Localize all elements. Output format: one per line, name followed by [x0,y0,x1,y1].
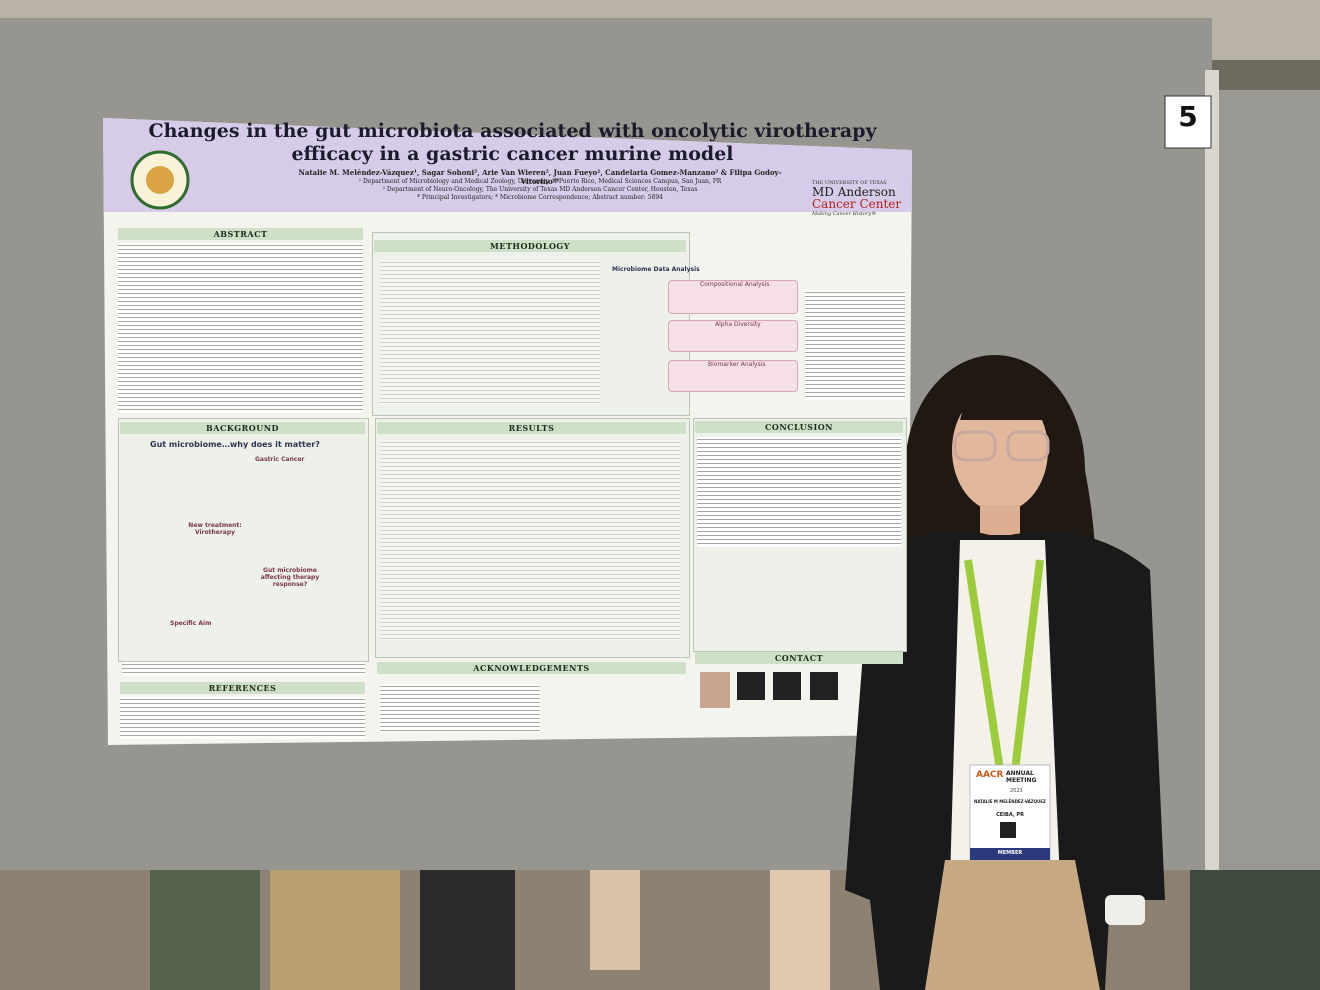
step-box [668,360,798,392]
topic: Gut microbiome affecting therapy respons… [260,567,320,588]
subheading: Microbiome Data Analysis [612,266,700,273]
section-header: BACKGROUND [120,422,365,434]
section-header: CONCLUSION [695,421,903,433]
poster-authors: Natalie M. Meléndez-Vázquez¹, Sagar Soho… [298,168,782,186]
side-board [1212,90,1320,880]
institution-name: MD Anderson [812,185,896,199]
affiliation: ¹ Department of Microbiology and Medical… [358,178,722,185]
section-header: REFERENCES [120,682,365,694]
panel [375,418,690,658]
neck [980,505,1020,540]
step-label: Compositional Analysis [700,281,770,288]
board-number-card [1164,95,1212,149]
institution-line: THE UNIVERSITY OF TEXAS [812,180,887,186]
badge-name: NATALIE M MELÉNDEZ-VÁZQUEZ [974,799,1046,804]
step-label: Alpha Diversity [715,321,761,328]
qr-code [773,672,801,700]
section-header: RESULTS [377,422,686,434]
step-box [668,320,798,352]
badge-role: MEMBER [997,850,1023,856]
topic: Gastric Cancer [255,456,305,463]
section-header: CONTACT [695,652,903,664]
subheading: Gut microbiome…why does it matter? [150,440,320,449]
panel [118,418,369,662]
badge-event: AACR [976,770,1004,780]
panel [372,232,690,416]
text-block [120,697,365,739]
text-block [380,684,540,732]
bangs [960,385,1045,420]
badge-band [970,848,1050,860]
affiliation: * Principal Investigators; * Microbiome … [417,194,663,201]
poster-header [103,118,912,212]
badge-qr [1000,822,1016,838]
section-header: ABSTRACT [118,228,363,240]
badge-meeting: ANNUAL MEETING [1006,770,1037,784]
university-seal [146,166,174,194]
qr-code [737,672,765,700]
text-block [697,437,901,547]
chair [150,870,260,990]
qr-code [810,672,838,700]
glasses [953,430,997,462]
badge-year: 2023 [1010,788,1023,794]
contact-photo [700,672,730,708]
lanyard [964,559,1004,771]
pants [925,860,1100,990]
watch [1105,895,1145,925]
lanyard [1011,559,1044,771]
board-number: 5 [1178,100,1198,133]
figure [380,260,600,405]
affiliation: ² Department of Neuro-Oncology, The Univ… [382,186,698,193]
text-block [118,243,363,413]
step-box [668,280,798,314]
badge-location: CEIBA, PR [996,812,1024,818]
section-header: METHODOLOGY [374,240,686,252]
institution-tagline: Making Cancer History® [812,211,877,217]
institution-name: Cancer Center [812,197,902,211]
board-frame [1205,70,1219,890]
name-badge [969,764,1051,861]
poster-title: Changes in the gut microbiota associated… [148,120,877,165]
topic: New treatment: Virotherapy [188,522,242,536]
caption [122,662,365,676]
chair [1190,870,1320,990]
step-label: Biomarker Analysis [708,361,766,368]
person-legs [590,860,640,970]
text-block [805,290,905,400]
glasses [1006,430,1050,462]
topic: Specific Aim [170,620,212,627]
person-legs [420,850,515,990]
figure [380,440,680,640]
section-header: ACKNOWLEDGEMENTS [377,662,686,674]
